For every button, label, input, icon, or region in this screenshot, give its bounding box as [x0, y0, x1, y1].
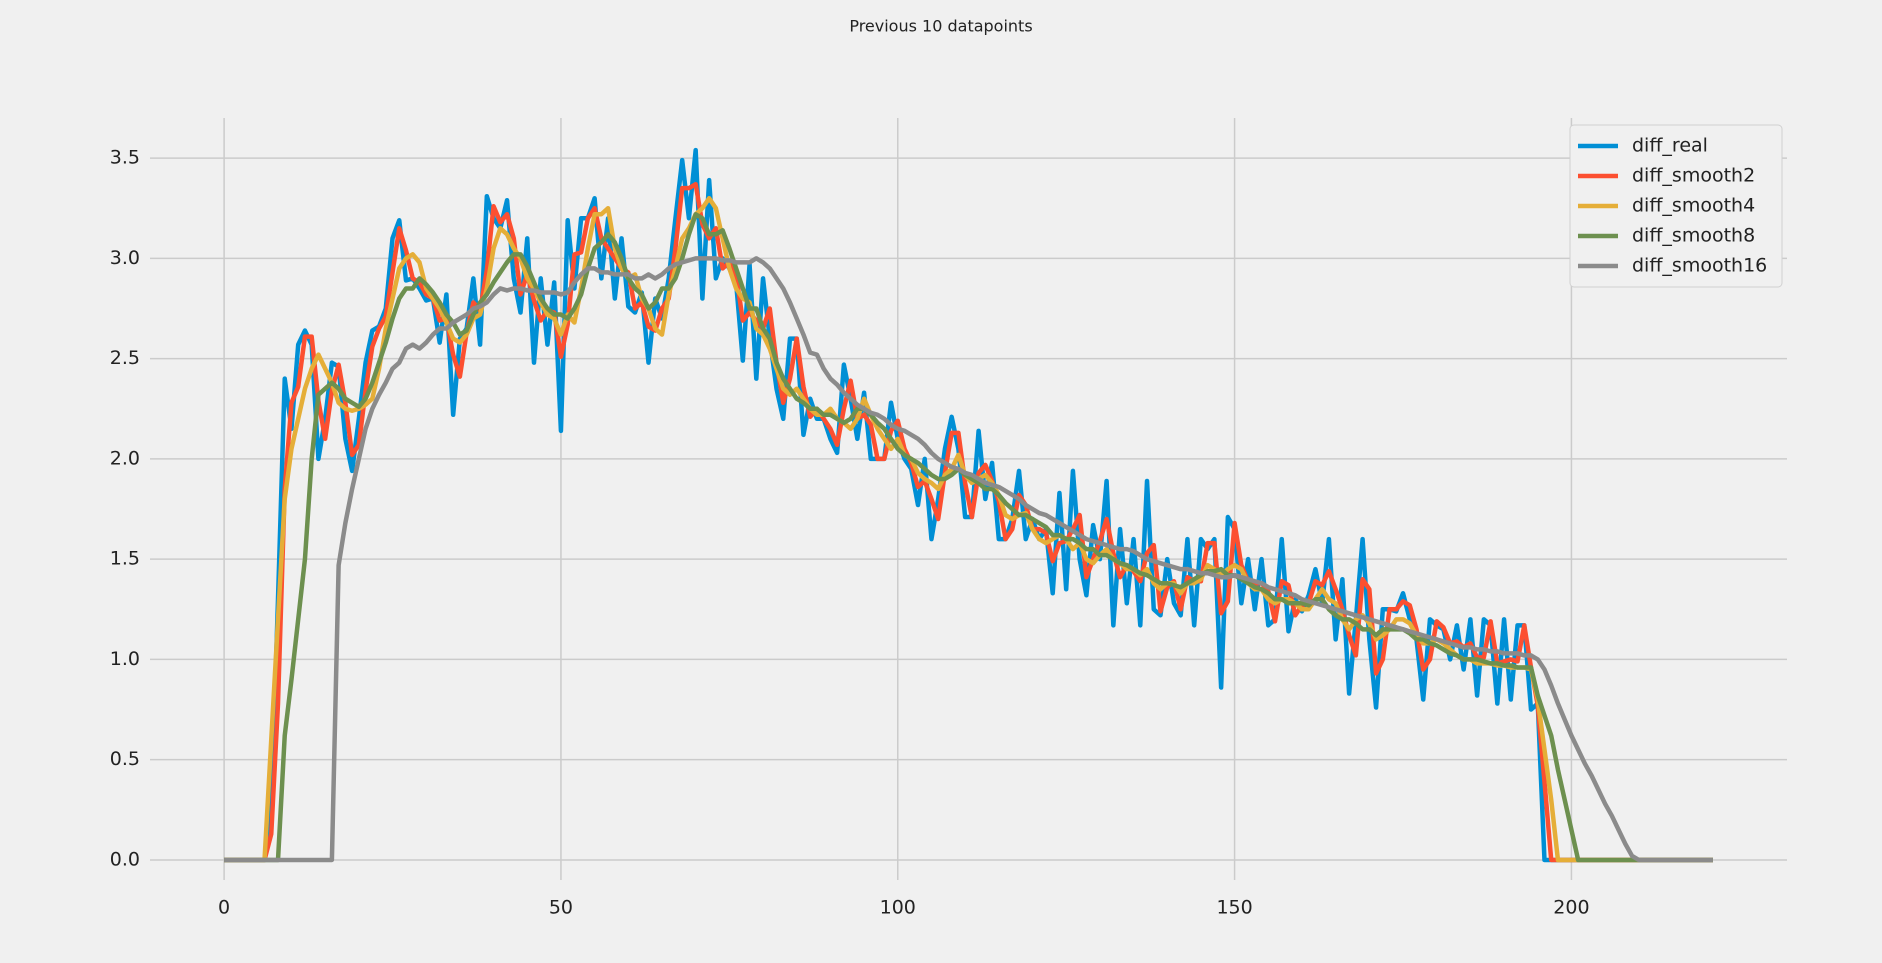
y-tick-label: 2.0 [110, 447, 140, 469]
x-tick-label: 0 [218, 897, 230, 919]
y-tick-label: 0.5 [110, 748, 140, 770]
y-tick-label: 1.5 [110, 548, 140, 570]
y-tick-label: 3.5 [110, 147, 140, 169]
legend-label: diff_smooth4 [1632, 195, 1755, 217]
y-tick-label: 3.0 [110, 247, 140, 269]
x-tick-label: 150 [1216, 897, 1252, 919]
legend-label: diff_real [1632, 135, 1708, 157]
series-line [224, 212, 1713, 863]
x-tick-label: 50 [549, 897, 573, 919]
x-tick-label: 200 [1553, 897, 1589, 919]
series-line [224, 181, 1713, 863]
chart-title: Previous 10 datapoints [849, 17, 1032, 36]
legend-box [1569, 124, 1783, 288]
legend-label: diff_smooth8 [1632, 225, 1755, 247]
legend-label: diff_smooth16 [1632, 255, 1767, 277]
series-line [224, 256, 1713, 863]
y-tick-label: 0.0 [110, 848, 140, 870]
legend-label: diff_smooth2 [1632, 165, 1755, 187]
x-tick-label: 100 [880, 897, 916, 919]
y-tick-label: 2.5 [110, 347, 140, 369]
y-tick-label: 1.0 [110, 648, 140, 670]
